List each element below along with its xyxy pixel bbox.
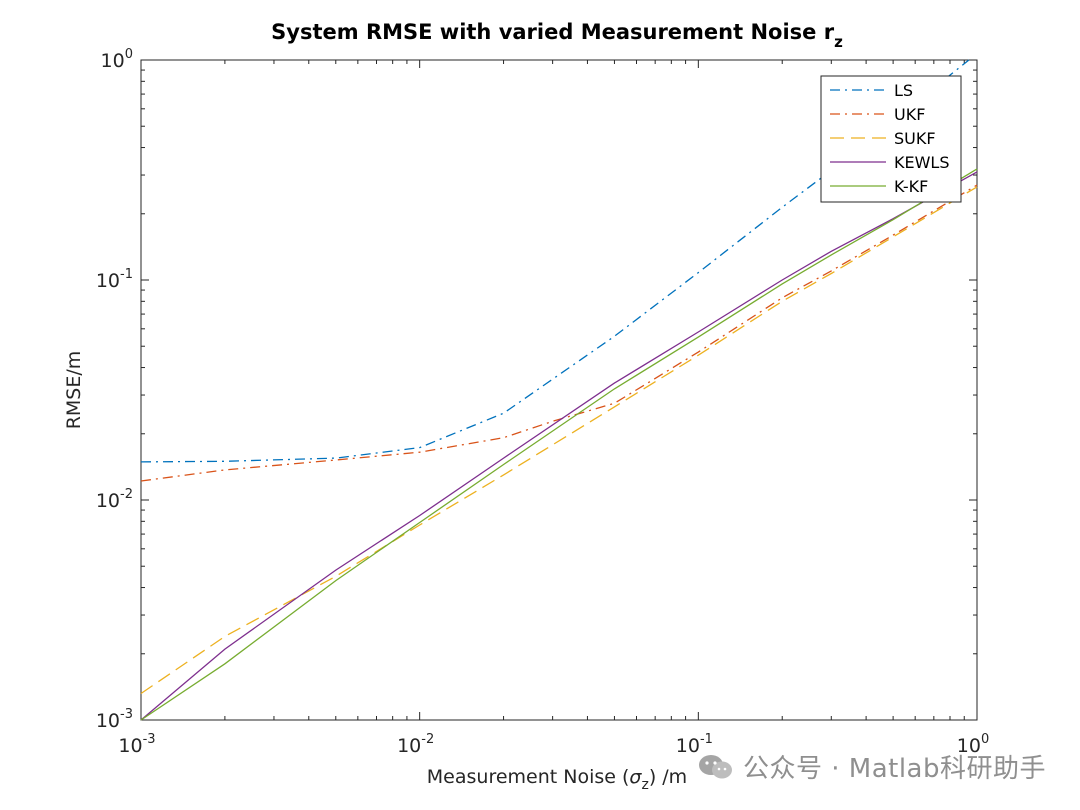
chart-title: System RMSE with varied Measurement Nois… xyxy=(271,20,843,51)
y-tick-label: 100 xyxy=(101,47,133,72)
legend-label: LS xyxy=(894,81,913,100)
watermark: 公众号 · Matlab科研助手 xyxy=(697,748,1046,785)
y-tick-label: 10-2 xyxy=(96,487,133,512)
series-line-ukf xyxy=(140,184,978,482)
wechat-icon xyxy=(698,754,732,778)
y-axis-label: RMSE/m xyxy=(63,351,85,430)
x-tick-label: 10-1 xyxy=(676,732,713,757)
legend-box xyxy=(820,75,962,203)
x-tick-labels: 10-3 10-2 10-1 100 xyxy=(118,732,989,757)
series-layer xyxy=(140,59,978,721)
series-line-ls xyxy=(140,59,970,463)
y-tick-labels: 10-3 10-2 10-1 100 xyxy=(96,47,133,732)
chart-title-main: System RMSE with varied Measurement Nois… xyxy=(271,20,835,44)
x-tick-label: 100 xyxy=(957,732,989,757)
legend-label: UKF xyxy=(894,105,925,124)
x-axis-label-post: ) /m xyxy=(649,766,687,788)
legend-label: SUKF xyxy=(894,129,936,148)
x-axis-label: Measurement Noise (σz) /m xyxy=(427,766,687,793)
x-tick-label: 10-3 xyxy=(118,732,155,757)
legend: LS UKF SUKF KEWLS K-KF xyxy=(820,75,962,203)
watermark-text: 公众号 · Matlab科研助手 xyxy=(742,754,1046,784)
x-axis-label-sub: z xyxy=(641,777,648,793)
y-tick-label: 10-3 xyxy=(96,707,133,732)
legend-label: K-KF xyxy=(894,177,928,196)
x-axis-label-pre: Measurement Noise ( xyxy=(427,766,630,788)
series-line-kewls xyxy=(140,171,978,721)
axis-ticks xyxy=(140,59,978,721)
series-line-sukf xyxy=(140,186,978,695)
x-axis-label-symbol: σ xyxy=(629,766,642,788)
series-line-k-kf xyxy=(140,168,978,721)
y-tick-label: 10-1 xyxy=(96,267,133,292)
legend-label: KEWLS xyxy=(894,153,950,172)
x-tick-label: 10-2 xyxy=(397,732,434,757)
chart-title-sub: z xyxy=(834,33,843,51)
